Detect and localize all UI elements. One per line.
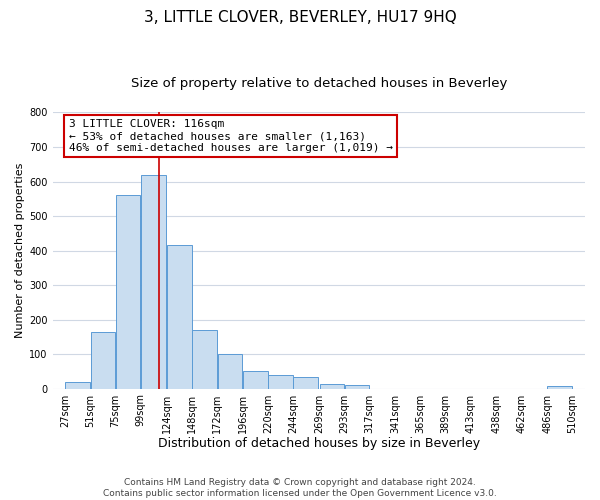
Bar xyxy=(345,385,370,388)
Bar xyxy=(320,384,344,388)
Bar xyxy=(268,375,293,388)
Bar xyxy=(293,377,318,388)
Text: 3 LITTLE CLOVER: 116sqm
← 53% of detached houses are smaller (1,163)
46% of semi: 3 LITTLE CLOVER: 116sqm ← 53% of detache… xyxy=(68,120,392,152)
Bar xyxy=(65,382,90,388)
Bar xyxy=(193,330,217,388)
Bar xyxy=(547,386,572,388)
Text: Contains HM Land Registry data © Crown copyright and database right 2024.
Contai: Contains HM Land Registry data © Crown c… xyxy=(103,478,497,498)
Bar xyxy=(116,196,140,388)
Title: Size of property relative to detached houses in Beverley: Size of property relative to detached ho… xyxy=(131,78,507,90)
Bar xyxy=(243,372,268,388)
Bar xyxy=(218,354,242,388)
Y-axis label: Number of detached properties: Number of detached properties xyxy=(15,163,25,338)
Bar xyxy=(167,246,192,388)
Text: 3, LITTLE CLOVER, BEVERLEY, HU17 9HQ: 3, LITTLE CLOVER, BEVERLEY, HU17 9HQ xyxy=(143,10,457,25)
X-axis label: Distribution of detached houses by size in Beverley: Distribution of detached houses by size … xyxy=(158,437,480,450)
Bar xyxy=(91,332,115,388)
Bar xyxy=(141,174,166,388)
